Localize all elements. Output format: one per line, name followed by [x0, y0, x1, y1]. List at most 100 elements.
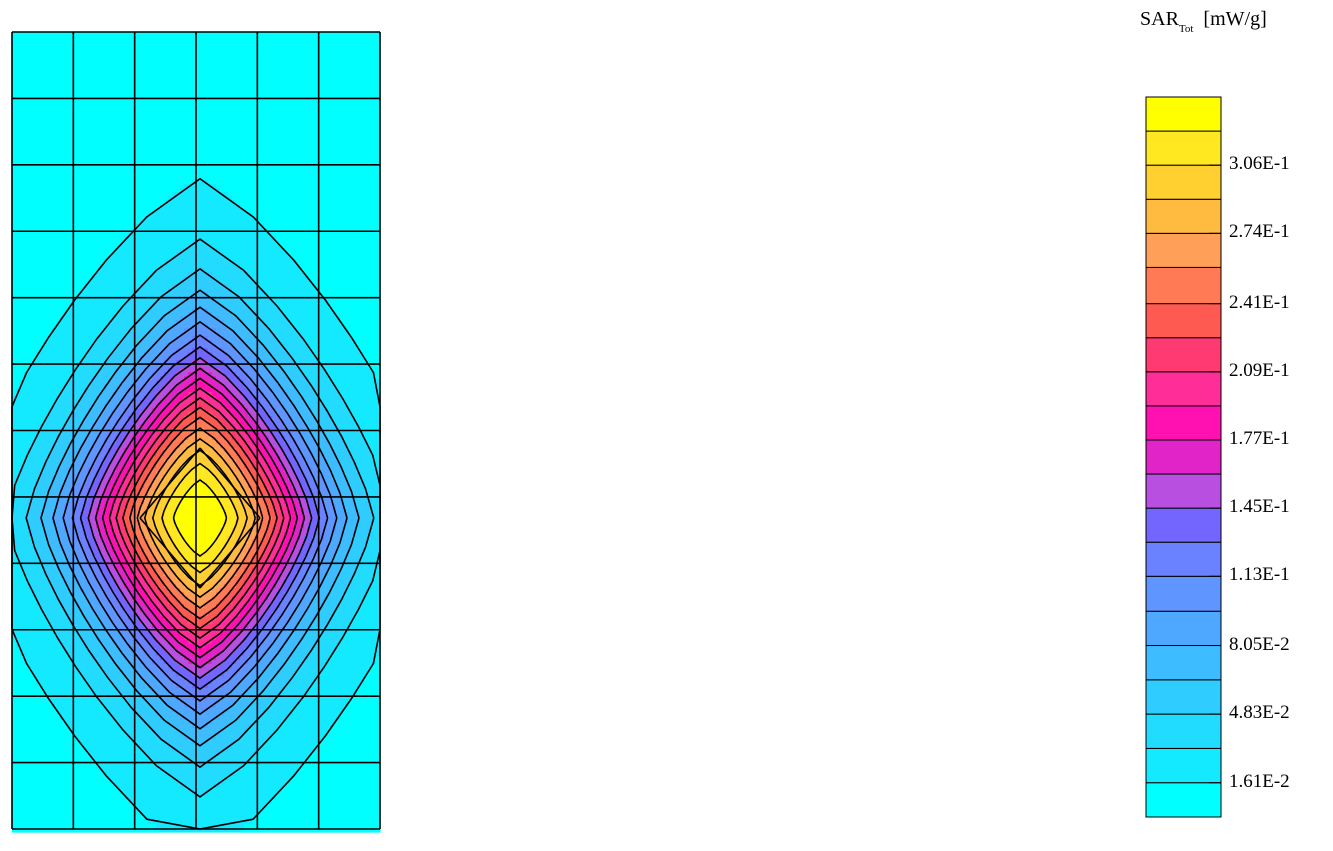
field-cell — [128, 208, 133, 213]
field-cell — [20, 156, 25, 161]
field-cell — [336, 144, 341, 149]
field-cell — [212, 72, 217, 77]
field-cell — [292, 232, 297, 237]
field-cell — [288, 172, 293, 177]
field-cell — [52, 100, 57, 105]
field-cell — [256, 224, 261, 229]
field-cell — [220, 92, 225, 97]
field-cell — [48, 48, 53, 53]
field-cell — [64, 68, 69, 73]
field-cell — [116, 232, 121, 237]
field-cell — [236, 192, 241, 197]
field-cell — [368, 244, 373, 249]
field-cell — [148, 208, 153, 213]
field-cell — [204, 208, 209, 213]
field-cell — [128, 248, 133, 253]
field-cell — [232, 64, 237, 69]
field-cell — [92, 88, 97, 93]
field-cell — [352, 112, 357, 117]
field-cell — [216, 36, 221, 41]
field-cell — [344, 212, 349, 217]
field-cell — [280, 36, 285, 41]
field-cell — [300, 72, 305, 77]
field-cell — [312, 36, 317, 41]
field-cell — [292, 132, 297, 137]
field-cell — [196, 240, 201, 245]
field-cell — [192, 68, 197, 73]
field-cell — [352, 160, 357, 165]
field-cell — [268, 60, 273, 65]
field-cell — [364, 132, 369, 137]
field-cell — [156, 224, 161, 229]
field-cell — [228, 216, 233, 221]
field-cell — [324, 84, 329, 89]
field-cell — [260, 64, 265, 69]
field-cell — [172, 160, 177, 165]
field-cell — [72, 248, 77, 253]
field-cell — [288, 244, 293, 249]
field-cell — [228, 192, 233, 197]
field-cell — [116, 164, 121, 169]
field-cell — [36, 100, 41, 105]
field-cell — [196, 184, 201, 189]
field-cell — [52, 208, 57, 213]
field-cell — [72, 120, 77, 125]
field-cell — [124, 180, 129, 185]
field-cell — [72, 92, 77, 97]
field-cell — [264, 156, 269, 161]
field-cell — [156, 128, 161, 133]
field-cell — [220, 52, 225, 57]
field-cell — [240, 60, 245, 65]
field-cell — [28, 216, 33, 221]
field-cell — [280, 224, 285, 229]
field-cell — [248, 180, 253, 185]
field-cell — [96, 212, 101, 217]
field-cell — [32, 124, 37, 129]
field-cell — [44, 160, 49, 165]
field-cell — [216, 40, 221, 45]
field-cell — [272, 132, 277, 137]
field-cell — [296, 236, 301, 241]
field-cell — [116, 148, 121, 153]
field-cell — [188, 212, 193, 217]
field-cell — [248, 200, 253, 205]
field-cell — [240, 32, 245, 37]
field-cell — [44, 104, 49, 109]
field-cell — [304, 176, 309, 181]
field-cell — [268, 68, 273, 73]
field-cell — [16, 184, 21, 189]
field-cell — [228, 204, 233, 209]
field-cell — [240, 204, 245, 209]
field-cell — [248, 184, 253, 189]
field-cell — [120, 216, 125, 221]
field-cell — [120, 184, 125, 189]
field-cell — [12, 56, 17, 61]
field-cell — [160, 52, 165, 57]
field-cell — [56, 64, 61, 69]
field-cell — [252, 76, 257, 81]
field-cell — [172, 220, 177, 225]
field-cell — [184, 212, 189, 217]
field-cell — [36, 124, 41, 129]
field-cell — [324, 92, 329, 97]
field-cell — [284, 64, 289, 69]
field-cell — [256, 140, 261, 145]
field-cell — [100, 60, 105, 65]
field-cell — [144, 68, 149, 73]
field-cell — [68, 120, 73, 125]
field-cell — [336, 64, 341, 69]
field-cell — [40, 56, 45, 61]
field-cell — [372, 200, 377, 205]
field-cell — [260, 84, 265, 89]
field-cell — [300, 64, 305, 69]
field-cell — [60, 244, 65, 249]
field-cell — [372, 36, 377, 41]
field-cell — [308, 144, 313, 149]
field-cell — [184, 240, 189, 245]
field-cell — [20, 244, 25, 249]
field-cell — [164, 244, 169, 249]
field-cell — [100, 240, 105, 245]
field-cell — [212, 112, 217, 117]
field-cell — [52, 168, 57, 173]
field-cell — [288, 80, 293, 85]
